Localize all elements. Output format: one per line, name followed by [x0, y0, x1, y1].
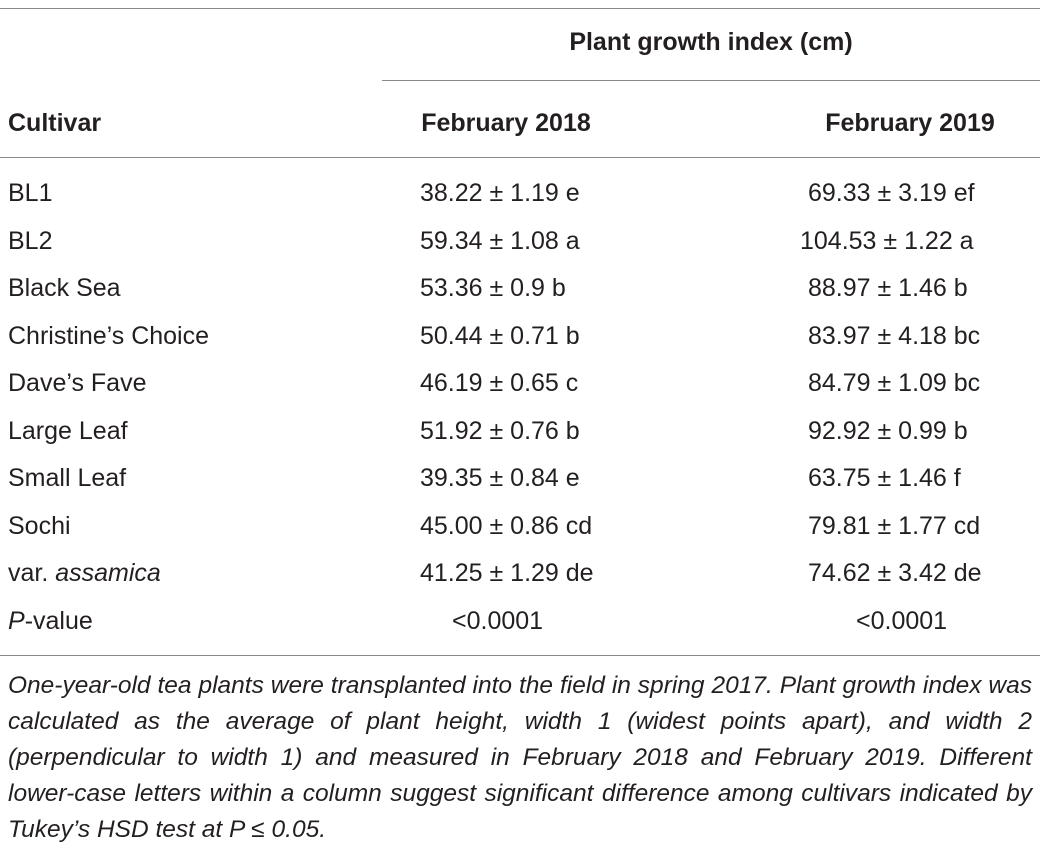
feb-2019-cell: 83.97 ± 4.18 bc: [808, 321, 981, 350]
cultivar-cell: Sochi: [8, 511, 71, 540]
table-row: var. assamica 41.25 ± 1.29 de 74.62 ± 3.…: [0, 550, 1040, 598]
pvalue-feb-2019-cell: <0.0001: [856, 606, 948, 635]
feb-2019-cell: 63.75 ± 1.46 f: [808, 464, 961, 492]
table-top-rule: [0, 8, 1040, 9]
cultivar-cell: Black Sea: [8, 274, 121, 302]
feb-2018-cell: 53.36 ± 0.9 b: [420, 274, 566, 302]
cultivar-cell: BL1: [8, 179, 53, 207]
cultivar-cell: Large Leaf: [8, 416, 128, 445]
feb-2018-cell: 38.22 ± 1.19 e: [420, 179, 580, 207]
table-row: Large Leaf 51.92 ± 0.76 b 92.92 ± 0.99 b: [0, 408, 1040, 456]
column-header-february-2018: February 2018: [421, 109, 591, 137]
cultivar-cell: BL2: [8, 226, 53, 255]
column-header-february-2019: February 2019: [825, 109, 995, 137]
feb-2019-cell: 69.33 ± 3.19 ef: [808, 179, 975, 207]
group-header-plant-growth-index: Plant growth index (cm): [569, 28, 853, 56]
cultivar-cell: Dave’s Fave: [8, 369, 147, 397]
table-footnote: One-year-old tea plants were transplante…: [8, 672, 1032, 843]
cultivar-cell: Christine’s Choice: [8, 321, 210, 350]
table-row: Christine’s Choice 50.44 ± 0.71 b 83.97 …: [0, 313, 1040, 361]
table-row: Sochi 45.00 ± 0.86 cd 79.81 ± 1.77 cd: [0, 503, 1040, 551]
feb-2018-cell: 39.35 ± 0.84 e: [420, 464, 580, 492]
pvalue-label: P-value: [8, 606, 93, 635]
cultivar-cell: var. assamica: [8, 559, 161, 587]
pvalue-row: P-value <0.0001 <0.0001: [0, 598, 1040, 646]
table-row: BL2 59.34 ± 1.08 a 104.53 ± 1.22 a: [0, 218, 1040, 266]
column-header-cultivar: Cultivar: [8, 109, 102, 137]
feb-2019-cell: 104.53 ± 1.22 a: [800, 226, 974, 255]
feb-2018-cell: 59.34 ± 1.08 a: [420, 226, 580, 255]
feb-2018-cell: 46.19 ± 0.65 c: [420, 369, 579, 397]
feb-2018-cell: 41.25 ± 1.29 de: [420, 559, 594, 587]
table-row: Small Leaf 39.35 ± 0.84 e 63.75 ± 1.46 f: [0, 455, 1040, 503]
table-row: Black Sea 53.36 ± 0.9 b 88.97 ± 1.46 b: [0, 265, 1040, 313]
feb-2019-cell: 79.81 ± 1.77 cd: [808, 511, 981, 540]
feb-2019-cell: 88.97 ± 1.46 b: [808, 274, 968, 302]
feb-2019-cell: 92.92 ± 0.99 b: [808, 416, 968, 445]
feb-2018-cell: 45.00 ± 0.86 cd: [420, 511, 593, 540]
group-header-rule: [382, 80, 1040, 81]
feb-2019-cell: 84.79 ± 1.09 bc: [808, 369, 981, 397]
feb-2018-cell: 50.44 ± 0.71 b: [420, 321, 580, 350]
table-body: BL1 38.22 ± 1.19 e 69.33 ± 3.19 ef BL2 5…: [0, 170, 1040, 645]
table-bottom-rule: [0, 655, 1040, 656]
table-row: BL1 38.22 ± 1.19 e 69.33 ± 3.19 ef: [0, 170, 1040, 218]
header-rule: [0, 157, 1040, 158]
feb-2019-cell: 74.62 ± 3.42 de: [808, 559, 982, 587]
pvalue-feb-2018-cell: <0.0001: [452, 606, 544, 635]
table-row: Dave’s Fave 46.19 ± 0.65 c 84.79 ± 1.09 …: [0, 360, 1040, 408]
cultivar-cell: Small Leaf: [8, 464, 127, 492]
feb-2018-cell: 51.92 ± 0.76 b: [420, 416, 580, 445]
